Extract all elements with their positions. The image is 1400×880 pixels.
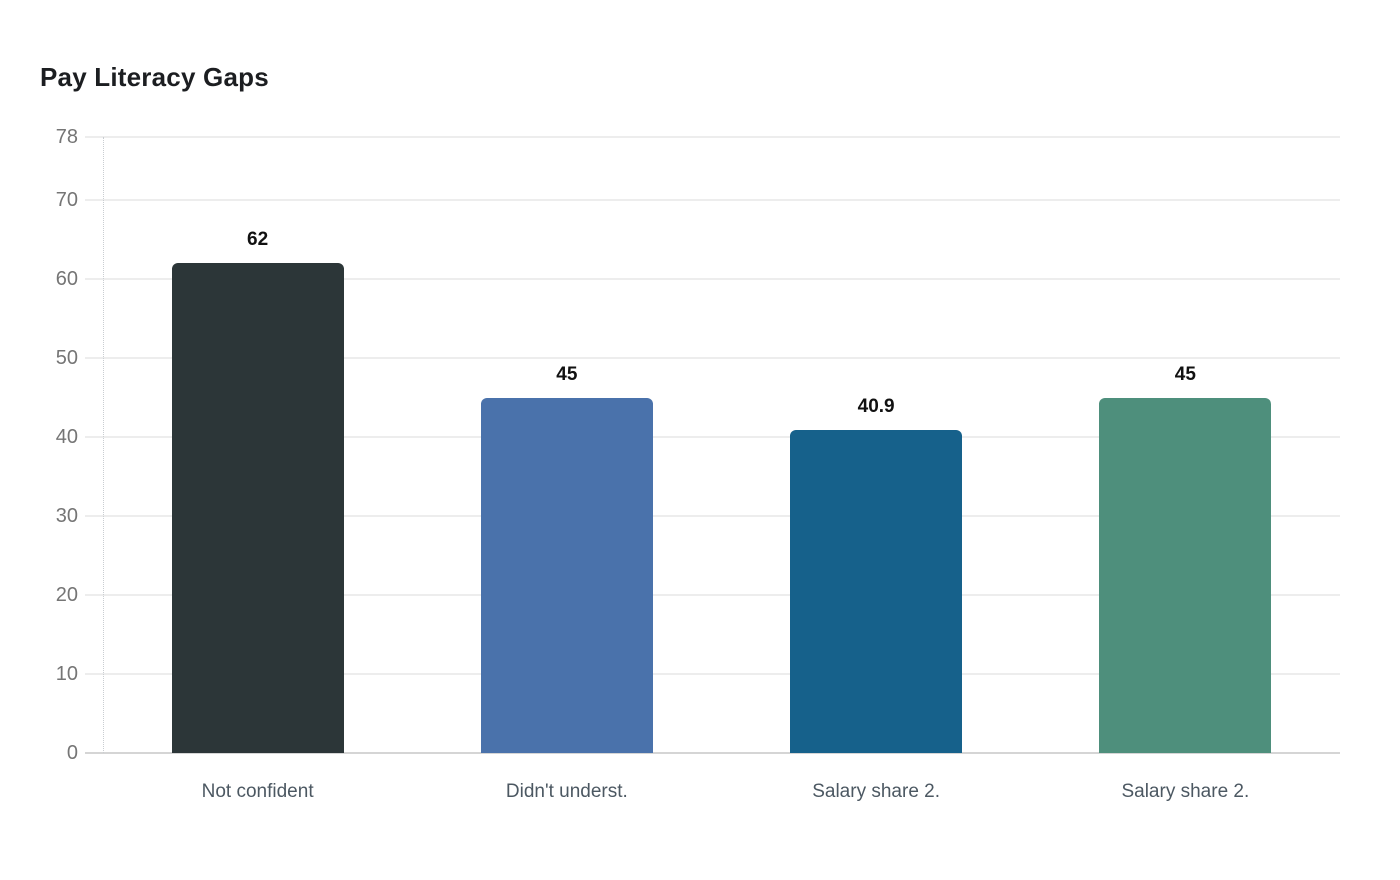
x-tick-label: Salary share 2. (1121, 781, 1250, 802)
bar-value-label: 45 (1174, 363, 1196, 385)
y-tick-label: 30 (55, 505, 78, 528)
gridline-78 (85, 136, 1340, 138)
gridline-20 (85, 594, 1340, 597)
y-tick-label: 20 (55, 584, 78, 607)
gridline-30 (85, 515, 1340, 518)
bar-1[interactable] (480, 397, 653, 753)
gridline-50 (85, 357, 1340, 360)
bar-band: 45 (412, 137, 721, 753)
bar-value-label: 62 (247, 229, 269, 251)
y-tick-label: 70 (55, 189, 78, 212)
bar-0[interactable] (171, 263, 344, 753)
bar-band: 45 (1031, 137, 1340, 753)
gridline-70 (85, 199, 1340, 202)
y-tick-label: 10 (55, 663, 78, 686)
y-axis-labels: 0 10 20 30 40 50 60 70 78 (0, 126, 78, 764)
x-axis-labels: Not confident Didn't underst. Salary share… (103, 781, 1340, 803)
y-tick-label: 50 (55, 347, 78, 370)
bar-band: 62 (103, 137, 412, 753)
y-tick-label: 60 (55, 268, 78, 291)
gridline-40 (85, 436, 1340, 439)
y-tick-label: 78 (55, 126, 78, 148)
bar-band: 40.9 (722, 137, 1031, 753)
y-tick-label: 0 (66, 742, 78, 764)
gridline-0 (85, 752, 1340, 754)
gridline-10 (85, 673, 1340, 676)
x-tick-label: Not confident (201, 781, 314, 802)
gridline-60 (85, 278, 1340, 281)
x-tick-label: Salary share 2. (812, 781, 941, 802)
bar-value-label: 40.9 (857, 396, 895, 417)
plot-area: 62 45 40.9 45 (85, 136, 1340, 754)
y-tick-label: 40 (55, 426, 78, 449)
bar-value-label: 45 (556, 363, 578, 385)
x-tick-label: Didn't underst. (505, 781, 628, 802)
y-axis-line (103, 137, 104, 753)
bar-series: 62 45 40.9 45 (103, 137, 1340, 753)
chart-title: Pay Literacy Gaps (40, 62, 269, 92)
bar-3[interactable] (1099, 397, 1272, 753)
bar-2[interactable] (790, 430, 963, 753)
